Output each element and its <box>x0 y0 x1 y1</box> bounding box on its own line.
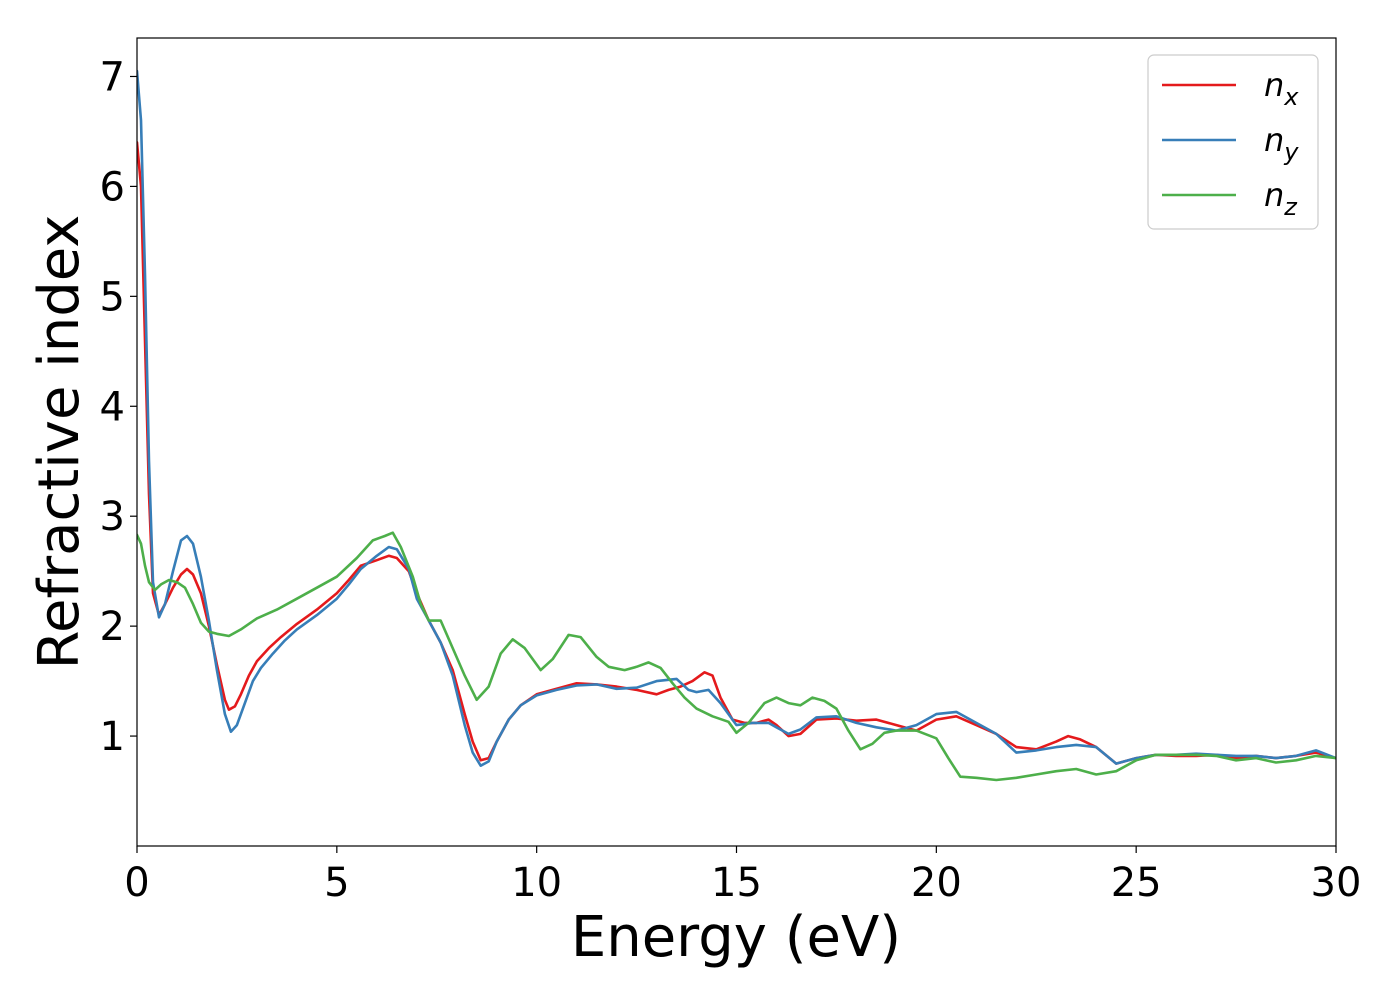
y-axis-ticks: 1 2 3 4 5 6 7 <box>100 54 137 760</box>
series-layer <box>137 69 1336 782</box>
legend-label-subscript: z <box>1283 193 1298 221</box>
series-line-nz <box>137 531 1336 782</box>
legend-label-base: n <box>1264 66 1284 104</box>
x-tick-label: 25 <box>1111 860 1162 906</box>
legend-label-nz: nz <box>1264 176 1298 221</box>
x-axis-ticks: 0 5 10 15 20 25 30 <box>124 846 1361 906</box>
legend-label-nx: nx <box>1264 66 1299 111</box>
y-tick-label: 6 <box>100 164 125 210</box>
legend-label-base: n <box>1264 121 1284 159</box>
x-tick-label: 0 <box>124 860 149 906</box>
y-tick-label: 7 <box>100 54 125 100</box>
legend-label-subscript: x <box>1283 83 1299 111</box>
plot-area <box>137 38 1336 846</box>
x-tick-label: 20 <box>911 860 962 906</box>
y-tick-label: 5 <box>100 274 125 320</box>
x-tick-label: 15 <box>711 860 762 906</box>
x-tick-label: 30 <box>1311 860 1362 906</box>
x-axis-title: Energy (eV) <box>571 905 901 970</box>
legend-box <box>1147 54 1319 230</box>
y-tick-label: 2 <box>100 604 125 650</box>
y-tick-label: 3 <box>100 494 125 540</box>
y-tick-label: 1 <box>100 714 125 760</box>
x-tick-label: 5 <box>324 860 349 906</box>
y-tick-label: 4 <box>100 384 125 430</box>
legend-label-ny: ny <box>1264 121 1299 166</box>
legend-label-subscript: y <box>1283 138 1299 166</box>
x-tick-label: 10 <box>511 860 562 906</box>
legend-label-base: n <box>1264 176 1284 214</box>
y-axis-title: Refractive index <box>27 215 92 670</box>
series-line-ny <box>137 69 1336 767</box>
